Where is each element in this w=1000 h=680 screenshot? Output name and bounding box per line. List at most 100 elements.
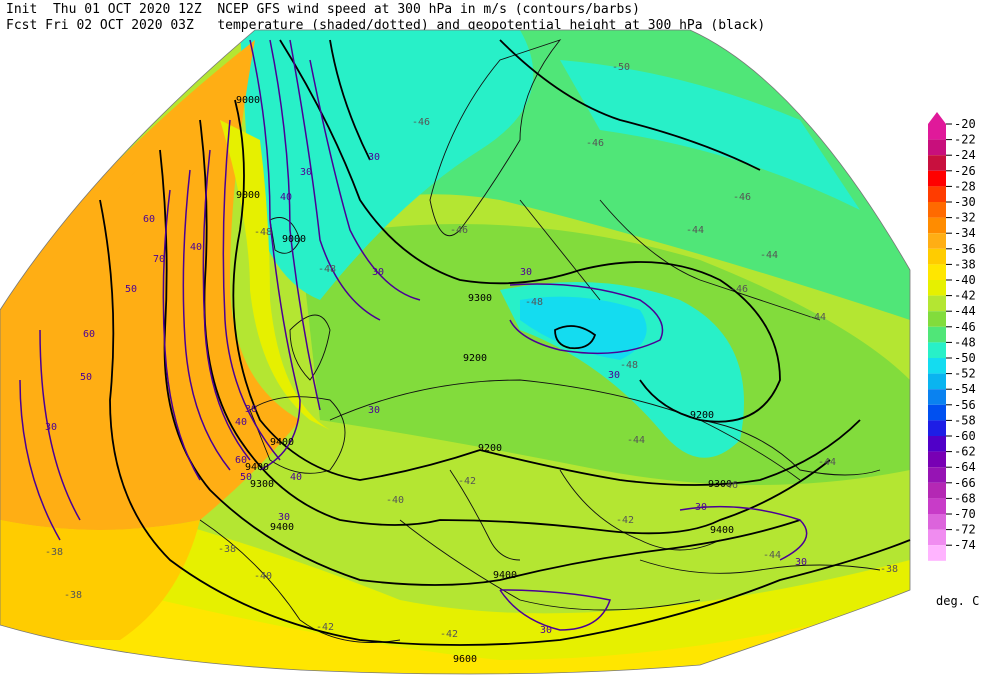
legend-swatch — [928, 358, 946, 374]
temperature-label: -40 — [386, 495, 404, 506]
legend-swatch — [928, 373, 946, 390]
map-labels: 9000 9000 9000 9300 9200 9200 9200 9400 … — [45, 62, 898, 665]
legend-swatch — [928, 482, 946, 499]
legend-swatch — [928, 295, 946, 312]
height-label: 9400 — [710, 525, 734, 536]
wind-label: 70 — [153, 254, 165, 265]
height-label: 9000 — [236, 95, 260, 106]
map-domain-outline — [0, 29, 911, 675]
legend-swatch — [928, 498, 946, 514]
temperature-shading — [0, 30, 910, 674]
temperature-label: -46 — [412, 117, 430, 128]
legend-label: -34 — [954, 226, 976, 240]
legend-label: -58 — [954, 413, 976, 427]
legend-label: -32 — [954, 211, 976, 225]
wind-label: 30 — [695, 502, 707, 513]
wind-label: 30 — [372, 267, 384, 278]
coastlines — [199, 39, 881, 643]
legend-swatch — [928, 451, 946, 468]
temperature-legend: -20 -22 -24 -26 -28 -30 -32 -34 -36 -38 -40 -42 -44 -… — [928, 112, 998, 572]
header-init-line: Init Thu 01 OCT 2020 12Z NCEP GFS wind s… — [6, 2, 640, 17]
wind-labels: 30 40 30 30 30 30 30 30 30 30 30 40 60 7… — [45, 152, 807, 636]
legend-label: -68 — [954, 491, 976, 505]
legend-label: -26 — [954, 164, 976, 178]
legend-label: -60 — [954, 429, 976, 443]
wind-label: 30 — [368, 405, 380, 416]
temperature-label: -42 — [440, 629, 458, 640]
legend-swatch — [928, 124, 946, 140]
wind-label: 40 — [290, 472, 302, 483]
wind-label: 30 — [278, 512, 290, 523]
legend-label: -20 — [954, 117, 976, 131]
temperature-label: -44 — [763, 550, 781, 561]
temperature-label: -46 — [450, 225, 468, 236]
temperature-label: -46 — [720, 480, 738, 491]
legend-units: deg. C — [936, 594, 980, 608]
legend-swatch — [928, 248, 946, 265]
height-labels: 9000 9000 9000 9300 9200 9200 9200 9400 … — [236, 95, 734, 665]
temperature-label: -42 — [458, 476, 476, 487]
wind-label: 30 — [368, 152, 380, 163]
temperature-label: -42 — [316, 622, 334, 633]
wind-label: 50 — [125, 284, 137, 295]
legend-arrow-top — [928, 112, 946, 124]
legend-swatch — [928, 233, 946, 249]
legend-swatch — [928, 342, 946, 358]
height-label: 9300 — [708, 479, 732, 490]
height-label: 9200 — [478, 443, 502, 454]
wind-label: 30 — [608, 370, 620, 381]
height-label: 9000 — [282, 234, 306, 245]
legend-swatch — [928, 217, 946, 234]
temperature-label: -48 — [254, 227, 272, 238]
height-label: 9400 — [493, 570, 517, 581]
legend-swatch — [928, 139, 946, 156]
temperature-label: -38 — [64, 590, 82, 601]
height-label: 9200 — [690, 410, 714, 421]
legend-swatch — [928, 311, 946, 327]
legend-swatch — [928, 404, 946, 421]
legend-label: -38 — [954, 257, 976, 271]
legend-label: -72 — [954, 523, 976, 537]
wind-label: 30 — [300, 167, 312, 178]
temperature-label: -38 — [880, 564, 898, 575]
legend-swatch — [928, 186, 946, 202]
legend-swatch — [928, 280, 946, 296]
legend-label: -52 — [954, 367, 976, 381]
height-label: 9400 — [270, 522, 294, 533]
temperature-labels: -50 -46 -46 -46 -44 -44 -44 -44 -44 -46 … — [45, 62, 898, 640]
legend-label: -56 — [954, 398, 976, 412]
legend-swatch — [928, 170, 946, 187]
height-label: 9000 — [236, 190, 260, 201]
wind-label: 40 — [235, 417, 247, 428]
wind-label: 40 — [190, 242, 202, 253]
legend-swatch — [928, 264, 946, 280]
height-label: 9400 — [270, 437, 294, 448]
legend-label: -50 — [954, 351, 976, 365]
legend-swatch — [928, 529, 946, 546]
temperature-label: -44 — [627, 435, 645, 446]
legend-swatch — [928, 545, 946, 561]
temperature-label: -38 — [45, 547, 63, 558]
height-label: 9600 — [453, 654, 477, 665]
temperature-label: -48 — [318, 264, 336, 275]
height-label: 9400 — [245, 462, 269, 473]
legend-swatch — [928, 436, 946, 452]
temperature-label: -44 — [760, 250, 778, 261]
legend-label: -40 — [954, 273, 976, 287]
legend-label: -42 — [954, 289, 976, 303]
header-forecast-line: Fcst Fri 02 OCT 2020 03Z temperature (sh… — [6, 18, 766, 33]
temperature-label: -42 — [616, 515, 634, 526]
legend-label: -30 — [954, 195, 976, 209]
legend-label: -70 — [954, 507, 976, 521]
legend-label: -54 — [954, 382, 976, 396]
legend-swatch — [928, 389, 946, 405]
legend-label: -64 — [954, 460, 976, 474]
legend-colorbar: -20 -22-24 -26-28 -30 -32-34 -36-38 -40 -42-44 -… — [928, 112, 976, 561]
wind-label: 60 — [83, 329, 95, 340]
wind-label: 30 — [795, 557, 807, 568]
legend-swatch — [928, 420, 946, 436]
wind-label: 30 — [45, 422, 57, 433]
temperature-label: -46 — [586, 138, 604, 149]
height-label: 9200 — [463, 353, 487, 364]
